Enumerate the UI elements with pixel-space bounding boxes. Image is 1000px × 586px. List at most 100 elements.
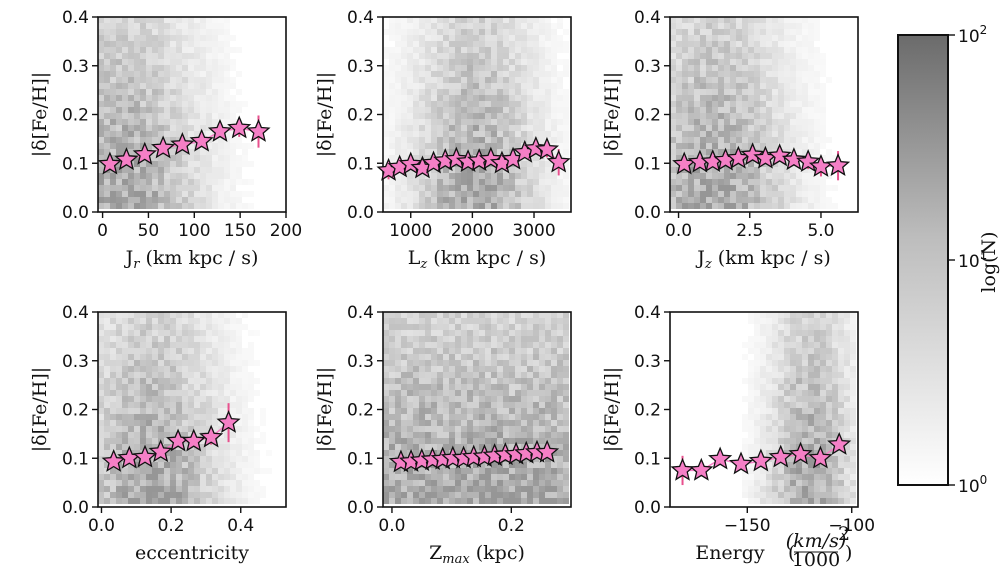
x-tick-label: 2.5 xyxy=(736,221,763,241)
star-marker xyxy=(748,448,773,472)
y-axis-label: |δ[Fe/H]| xyxy=(29,367,51,452)
x-axis-label: Zmax (kpc) xyxy=(429,542,525,567)
x-axis-label: Lz (km kpc / s) xyxy=(408,247,546,272)
y-tick-label: 0.3 xyxy=(62,352,89,372)
y-axis-label: |δ[Fe/H]| xyxy=(601,367,623,452)
y-tick-label: 0.4 xyxy=(347,8,374,28)
x-tick-label: 200 xyxy=(270,221,302,241)
star-marker xyxy=(740,142,765,166)
x-tick-label: 150 xyxy=(224,221,256,241)
x-tick-label: 0 xyxy=(97,221,108,241)
star-marker xyxy=(246,118,271,142)
star-marker xyxy=(534,136,560,160)
y-tick-label: 0.3 xyxy=(347,352,374,372)
y-tick-label: 0.4 xyxy=(634,8,661,28)
y-tick-label: 0.0 xyxy=(634,498,661,518)
density-hexbin xyxy=(98,17,254,209)
colorbar-tick-label: 102 xyxy=(958,23,987,47)
colorbar-gradient xyxy=(897,34,949,486)
star-marker xyxy=(728,451,754,475)
star-marker xyxy=(199,424,224,448)
star-marker xyxy=(189,128,214,152)
density-hexbin xyxy=(98,312,266,504)
y-tick-label: 0.2 xyxy=(347,106,374,126)
x-tick-label: 0.2 xyxy=(498,516,525,536)
star-marker xyxy=(132,141,157,165)
star-marker xyxy=(181,428,206,452)
star-marker xyxy=(114,147,139,171)
star-marker xyxy=(535,439,560,463)
y-tick-label: 0.0 xyxy=(62,498,89,518)
star-marker xyxy=(827,431,852,455)
x-axis-label: Jz (km kpc / s) xyxy=(695,247,830,272)
x-tick-label: 1000 xyxy=(389,221,432,241)
y-tick-label: 0.0 xyxy=(347,203,374,223)
y-tick-label: 0.3 xyxy=(62,57,89,77)
x-tick-label: −100 xyxy=(828,516,875,536)
star-marker xyxy=(97,151,122,175)
x-tick-label: 0.0 xyxy=(88,516,115,536)
y-tick-label: 0.2 xyxy=(62,106,89,126)
star-marker xyxy=(444,146,469,170)
star-marker xyxy=(808,445,833,469)
colorbar-label: log(N) xyxy=(978,231,1000,292)
y-tick-label: 0.0 xyxy=(634,203,661,223)
x-label-fraction-numerator: (km/s) xyxy=(786,530,847,552)
density-hexbin xyxy=(742,312,856,504)
x-tick-label: 0.2 xyxy=(158,516,185,536)
x-tick-label: −150 xyxy=(724,516,771,536)
colorbar-tick-label: 100 xyxy=(958,473,987,497)
x-tick-label: 5.0 xyxy=(807,221,834,241)
panel-eccentricity: 0.0 0.1 0.2 0.3 0.4 0.0 0.2 0.4 |δ[Fe/H]| eccentr… xyxy=(29,303,287,564)
y-tick-label: 0.2 xyxy=(62,401,89,421)
x-tick-label: 3000 xyxy=(512,221,555,241)
star-marker xyxy=(689,457,714,481)
star-marker xyxy=(170,132,195,155)
x-axis-label: Energy xyxy=(695,542,765,564)
y-tick-label: 0.4 xyxy=(62,8,89,28)
x-tick-label: 2000 xyxy=(451,221,494,241)
star-marker xyxy=(767,143,792,167)
star-marker xyxy=(825,152,851,176)
x-tick-label: 50 xyxy=(138,221,160,241)
colorbar-tick-label: 101 xyxy=(958,248,987,272)
y-tick-label: 0.2 xyxy=(634,401,661,421)
y-tick-label: 0.3 xyxy=(634,57,661,77)
y-tick-label: 0.1 xyxy=(62,449,89,469)
panel-Lz: 0.0 0.1 0.2 0.3 0.4 1000 2000 3000 |δ[Fe/H]| Lz (… xyxy=(314,8,572,272)
y-tick-label: 0.3 xyxy=(347,57,374,77)
x-axis-label: Jr (km kpc / s) xyxy=(124,247,259,272)
y-tick-label: 0.4 xyxy=(347,303,374,323)
panel-Energy: 0.00.10.20.30.4−150 −100|δ[Fe/H]|Energy((… xyxy=(601,303,875,571)
star-marker xyxy=(207,118,233,142)
panel-Jr: 0.0 0.1 0.2 0.3 0.4 0 50 100 150 200 |δ[Fe/H]| Jr (… xyxy=(29,8,302,272)
y-tick-label: 0.1 xyxy=(634,154,661,174)
y-tick-label: 0.3 xyxy=(634,352,661,372)
star-marker xyxy=(151,135,176,159)
x-tick-label: 0.0 xyxy=(378,516,405,536)
density-hexbin xyxy=(383,312,569,504)
star-marker xyxy=(227,115,252,139)
y-tick-label: 0.0 xyxy=(62,203,89,223)
star-marker xyxy=(148,439,173,463)
colorbar: 102 101 100 log(N) xyxy=(897,23,1000,497)
y-tick-label: 0.2 xyxy=(634,106,661,126)
star-marker xyxy=(101,448,126,472)
star-marker xyxy=(768,444,793,468)
y-tick-label: 0.2 xyxy=(347,401,374,421)
panel-Zmax: 0.0 0.1 0.2 0.3 0.4 0.0 0.2 |δ[Fe/H]| Zmax (kpc) xyxy=(314,303,572,567)
y-tick-label: 0.4 xyxy=(634,303,661,323)
star-marker xyxy=(546,149,571,173)
y-tick-label: 0.1 xyxy=(347,154,374,174)
x-tick-label: 0.4 xyxy=(227,516,254,536)
y-tick-label: 0.4 xyxy=(62,303,89,323)
star-marker xyxy=(132,444,158,468)
x-tick-label: 0.0 xyxy=(665,221,692,241)
star-marker xyxy=(781,147,806,171)
x-axis-label: eccentricity xyxy=(135,542,249,564)
star-marker xyxy=(216,409,241,433)
density-hexbin xyxy=(383,17,569,209)
panel-Jz: 0.0 0.1 0.2 0.3 0.4 0.0 2.5 5.0 |δ[Fe/H]| Jz (km … xyxy=(601,8,859,272)
x-tick-label: 100 xyxy=(178,221,210,241)
